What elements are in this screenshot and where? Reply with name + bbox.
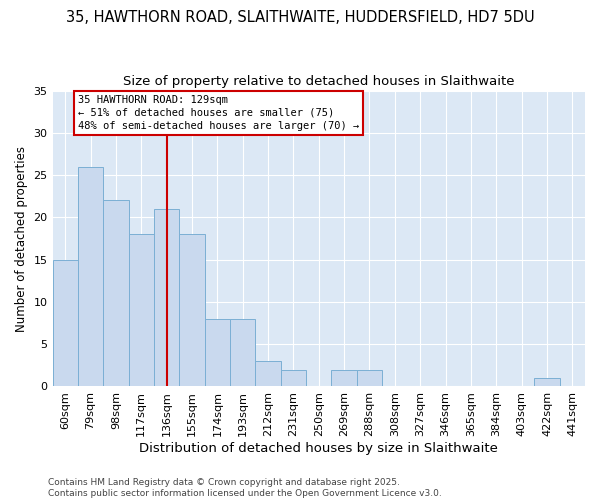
Text: 35, HAWTHORN ROAD, SLAITHWAITE, HUDDERSFIELD, HD7 5DU: 35, HAWTHORN ROAD, SLAITHWAITE, HUDDERSF… — [65, 10, 535, 25]
X-axis label: Distribution of detached houses by size in Slaithwaite: Distribution of detached houses by size … — [139, 442, 498, 455]
Title: Size of property relative to detached houses in Slaithwaite: Size of property relative to detached ho… — [123, 75, 515, 88]
Y-axis label: Number of detached properties: Number of detached properties — [15, 146, 28, 332]
Bar — [230, 319, 256, 386]
Bar — [53, 260, 78, 386]
Bar — [128, 234, 154, 386]
Bar — [331, 370, 357, 386]
Text: Contains HM Land Registry data © Crown copyright and database right 2025.
Contai: Contains HM Land Registry data © Crown c… — [48, 478, 442, 498]
Bar — [78, 166, 103, 386]
Bar — [256, 361, 281, 386]
Bar — [103, 200, 128, 386]
Bar — [205, 319, 230, 386]
Bar — [534, 378, 560, 386]
Bar — [179, 234, 205, 386]
Bar — [281, 370, 306, 386]
Text: 35 HAWTHORN ROAD: 129sqm
← 51% of detached houses are smaller (75)
48% of semi-d: 35 HAWTHORN ROAD: 129sqm ← 51% of detach… — [78, 95, 359, 131]
Bar — [154, 209, 179, 386]
Bar — [357, 370, 382, 386]
